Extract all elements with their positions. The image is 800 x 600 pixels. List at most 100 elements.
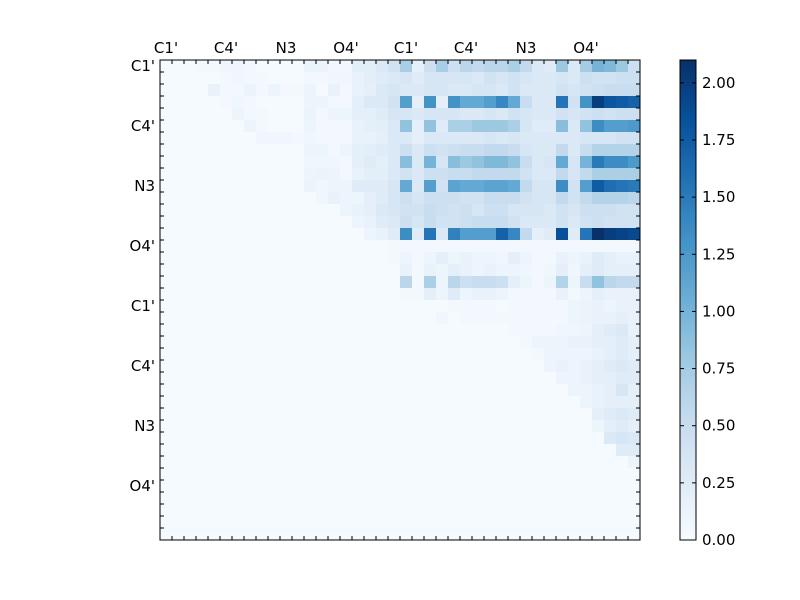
heatmap-cell — [628, 96, 641, 109]
heatmap-cell — [400, 312, 413, 325]
heatmap-cell — [316, 516, 329, 529]
heatmap-cell — [340, 204, 353, 217]
heatmap-cell — [580, 156, 593, 169]
heatmap-cell — [208, 240, 221, 253]
heatmap-cell — [172, 468, 185, 481]
heatmap-cell — [208, 456, 221, 469]
heatmap-cell — [184, 528, 197, 541]
heatmap-cell — [220, 192, 233, 205]
heatmap-cell — [568, 372, 581, 385]
heatmap-cell — [352, 384, 365, 397]
heatmap-cell — [412, 132, 425, 145]
heatmap-cell — [280, 60, 293, 73]
heatmap-cell — [220, 216, 233, 229]
heatmap-cell — [508, 384, 521, 397]
x-tick-label: O4' — [333, 39, 358, 57]
heatmap-cell — [364, 84, 377, 97]
heatmap-cell — [388, 420, 401, 433]
heatmap-cell — [388, 444, 401, 457]
heatmap-cell — [436, 492, 449, 505]
heatmap-cell — [244, 228, 257, 241]
heatmap-cell — [352, 312, 365, 325]
heatmap-cell — [292, 348, 305, 361]
heatmap-cell — [592, 204, 605, 217]
heatmap-cell — [484, 252, 497, 265]
heatmap-cell — [184, 60, 197, 73]
heatmap-cell — [280, 384, 293, 397]
heatmap-cell — [364, 456, 377, 469]
heatmap-cell — [520, 252, 533, 265]
heatmap-cell — [304, 264, 317, 277]
heatmap-cell — [268, 204, 281, 217]
heatmap-cell — [232, 528, 245, 541]
heatmap-cell — [568, 120, 581, 133]
heatmap-cell — [448, 516, 461, 529]
heatmap-cell — [604, 216, 617, 229]
heatmap-cell — [496, 420, 509, 433]
heatmap-cell — [436, 348, 449, 361]
heatmap-cell — [448, 396, 461, 409]
heatmap-cell — [304, 132, 317, 145]
heatmap-cell — [292, 432, 305, 445]
heatmap-cell — [220, 516, 233, 529]
heatmap-cell — [328, 240, 341, 253]
heatmap-cell — [604, 204, 617, 217]
heatmap-cell — [340, 276, 353, 289]
heatmap-cell — [184, 492, 197, 505]
heatmap-cell — [556, 420, 569, 433]
heatmap-cell — [316, 396, 329, 409]
heatmap-cell — [496, 348, 509, 361]
colorbar-tick-label: 1.25 — [702, 245, 735, 263]
heatmap-cell — [568, 192, 581, 205]
heatmap-cell — [208, 516, 221, 529]
heatmap-cell — [208, 492, 221, 505]
heatmap-cell — [496, 408, 509, 421]
heatmap-cell — [556, 120, 569, 133]
heatmap-cell — [184, 504, 197, 517]
heatmap-cell — [256, 60, 269, 73]
heatmap-cell — [448, 276, 461, 289]
heatmap-cell — [484, 132, 497, 145]
heatmap-cell — [400, 228, 413, 241]
heatmap-cell — [544, 216, 557, 229]
heatmap-cell — [232, 420, 245, 433]
heatmap-cell — [388, 204, 401, 217]
heatmap-cell — [340, 240, 353, 253]
heatmap-cell — [532, 252, 545, 265]
heatmap-cell — [232, 468, 245, 481]
heatmap-cell — [532, 180, 545, 193]
heatmap-cell — [412, 348, 425, 361]
heatmap-cell — [628, 144, 641, 157]
heatmap-cell — [520, 336, 533, 349]
heatmap-cell — [448, 384, 461, 397]
heatmap-cell — [172, 336, 185, 349]
heatmap-cell — [412, 516, 425, 529]
heatmap-cell — [376, 288, 389, 301]
heatmap-cell — [328, 72, 341, 85]
heatmap-cell — [328, 504, 341, 517]
heatmap-cell — [376, 432, 389, 445]
heatmap-cell — [208, 120, 221, 133]
heatmap-cell — [340, 132, 353, 145]
heatmap-cell — [292, 156, 305, 169]
colorbar-tick-label: 0.25 — [702, 474, 735, 492]
heatmap-cell — [436, 192, 449, 205]
heatmap-cell — [496, 528, 509, 541]
heatmap-cell — [244, 192, 257, 205]
colorbar-ticks: 0.000.250.500.751.001.251.501.752.00 — [680, 74, 735, 549]
heatmap-cell — [592, 396, 605, 409]
heatmap-cell — [412, 144, 425, 157]
heatmap-cell — [592, 432, 605, 445]
heatmap-cell — [292, 84, 305, 97]
heatmap-cell — [424, 516, 437, 529]
heatmap-cell — [568, 408, 581, 421]
heatmap-cell — [184, 204, 197, 217]
heatmap-cell — [412, 168, 425, 181]
heatmap-cell — [544, 516, 557, 529]
heatmap-cell — [232, 252, 245, 265]
heatmap-cell — [172, 228, 185, 241]
heatmap-cell — [256, 384, 269, 397]
heatmap-cell — [628, 72, 641, 85]
heatmap-cell — [160, 468, 173, 481]
heatmap-cell — [304, 120, 317, 133]
